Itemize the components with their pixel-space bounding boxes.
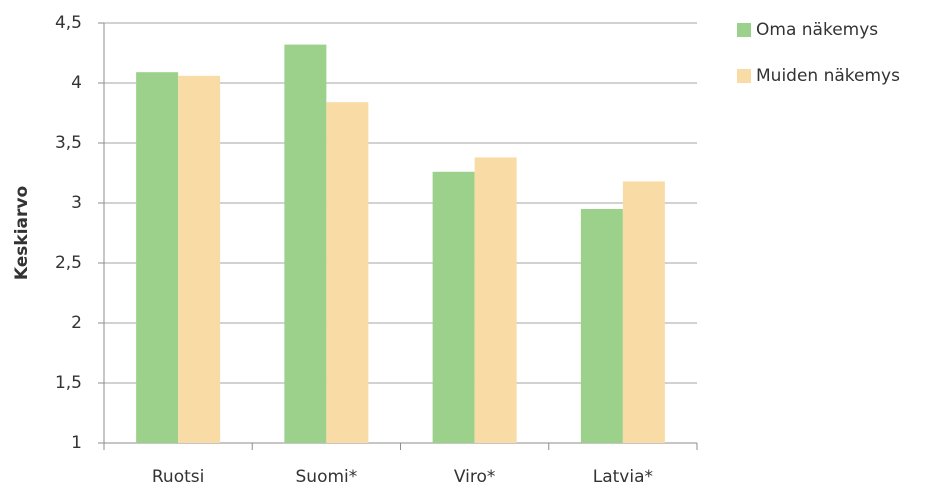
y-tick-label: 3 <box>71 193 82 213</box>
y-tick-label: 3,5 <box>55 133 82 153</box>
bar <box>326 102 369 443</box>
x-tick-label: Viro* <box>454 467 496 487</box>
bar <box>580 209 623 443</box>
x-tick-label: Ruotsi <box>152 467 204 487</box>
bar <box>136 72 179 443</box>
x-tick-label: Latvia* <box>593 467 653 487</box>
bar <box>432 171 475 444</box>
y-axis-label: Keskiarvo <box>12 186 32 280</box>
legend-swatch <box>737 69 751 83</box>
x-tick-label: Suomi* <box>296 467 358 487</box>
y-tick-label: 1,5 <box>55 373 82 393</box>
y-tick-label: 4,5 <box>55 13 82 33</box>
y-tick-label: 4 <box>71 73 82 93</box>
bar <box>474 157 517 443</box>
legend-swatch <box>737 23 751 37</box>
y-tick-label: 2 <box>71 313 82 333</box>
y-tick-label: 2,5 <box>55 253 82 273</box>
bar <box>622 181 665 443</box>
bar <box>284 44 327 443</box>
legend-label: Muiden näkemys <box>756 66 900 86</box>
legend-label: Oma näkemys <box>756 20 878 40</box>
bar <box>178 75 221 444</box>
y-tick-label: 1 <box>71 433 82 453</box>
